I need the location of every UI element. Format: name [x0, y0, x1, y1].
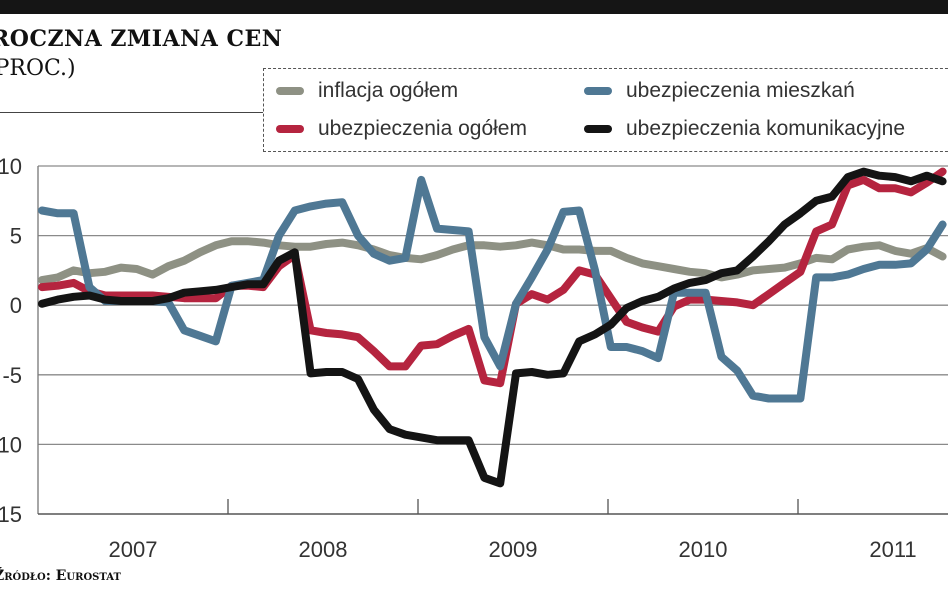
- legend-item-ubezpieczenia-mieszkan: ubezpieczenia mieszkań: [584, 79, 855, 103]
- legend-item-ubezpieczenia-ogolem: ubezpieczenia ogółem: [276, 117, 527, 141]
- series-line-1: [38, 237, 947, 285]
- source-note: Źródło: Eurostat: [0, 568, 121, 584]
- x-tick-label: 2010: [679, 537, 728, 562]
- y-tick-label: -10: [0, 432, 22, 457]
- y-tick-label: 5: [10, 224, 22, 249]
- legend-label: inflacja ogółem: [318, 79, 459, 102]
- y-tick-label: 0: [10, 293, 22, 318]
- y-tick-label: -15: [0, 502, 22, 527]
- legend: inflacja ogółem ubezpieczenia ogółem ube…: [263, 68, 948, 152]
- legend-swatch: [276, 87, 304, 95]
- top-bar: [0, 0, 948, 14]
- legend-swatch: [584, 87, 612, 95]
- legend-item-inflacja: inflacja ogółem: [276, 79, 458, 103]
- y-tick-label: -5: [2, 363, 22, 388]
- y-tick-label: 10: [0, 154, 22, 179]
- legend-item-ubezpieczenia-komunikacyjne: ubezpieczenia komunikacyjne: [584, 117, 905, 141]
- x-tick-label: 2008: [299, 537, 348, 562]
- legend-label: ubezpieczenia mieszkań: [626, 79, 855, 102]
- series-line-2: [38, 167, 947, 388]
- x-tick-label: 2011: [869, 537, 916, 562]
- x-tick-label: 2007: [109, 537, 158, 562]
- x-tick-label: 2009: [489, 537, 538, 562]
- series-line-3: [38, 175, 947, 403]
- legend-swatch: [584, 125, 612, 133]
- legend-swatch: [276, 125, 304, 133]
- chart-title: ROCZNA ZMIANA CEN: [0, 26, 283, 52]
- legend-label: ubezpieczenia ogółem: [318, 117, 527, 140]
- legend-label: ubezpieczenia komunikacyjne: [626, 117, 905, 140]
- series-line-4: [38, 167, 947, 488]
- title-divider: [0, 112, 263, 113]
- chart-unit: (PROC.): [0, 56, 76, 81]
